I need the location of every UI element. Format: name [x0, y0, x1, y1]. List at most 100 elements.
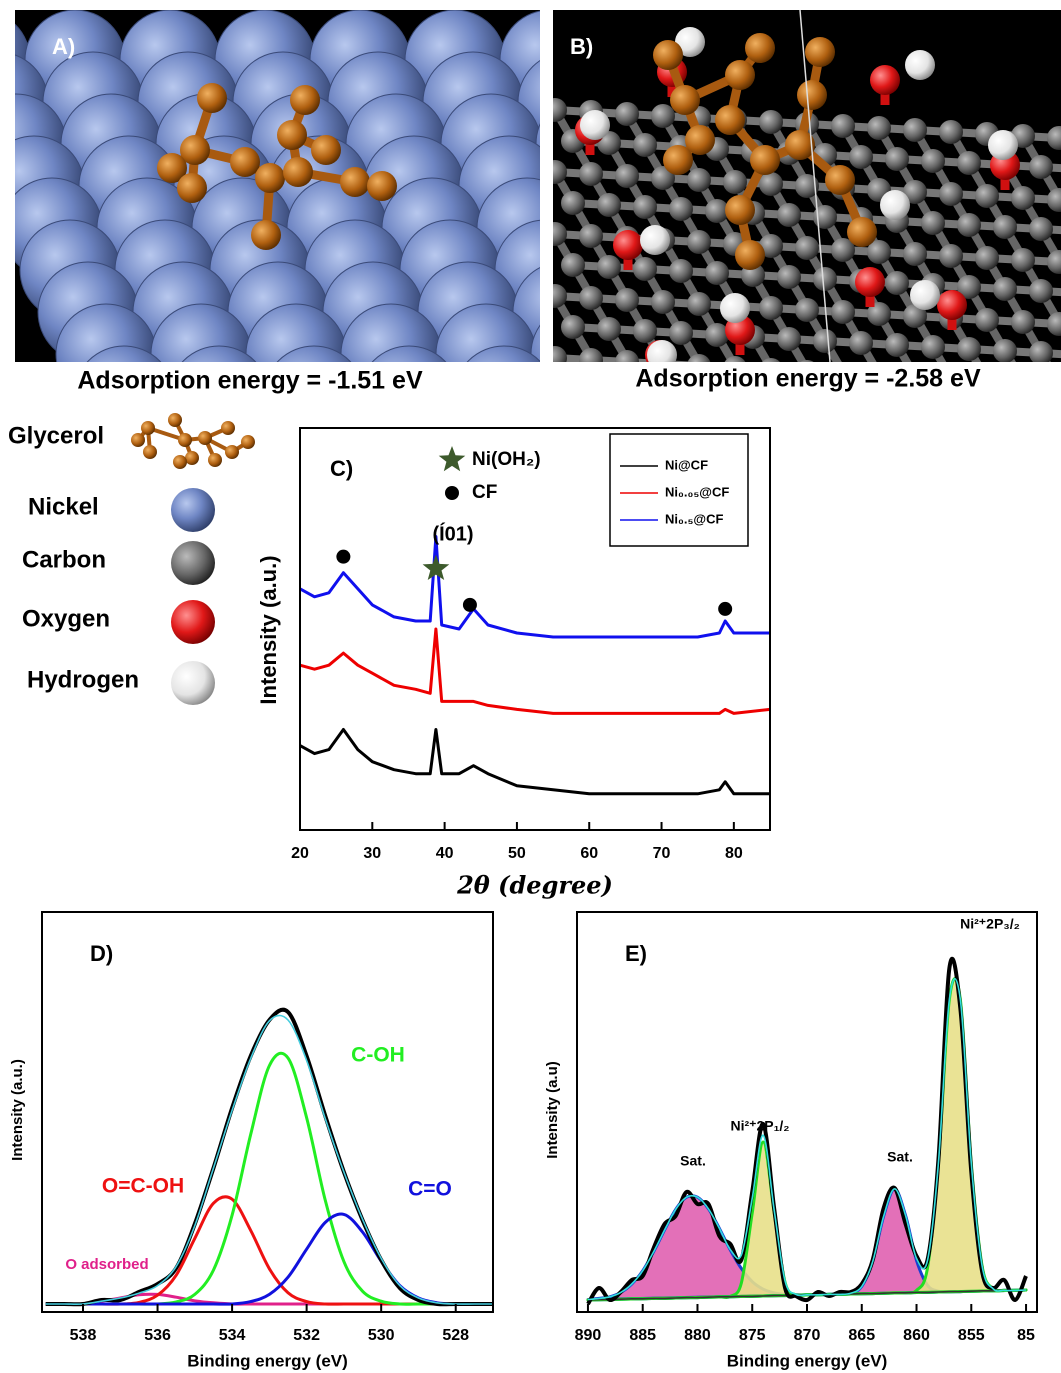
carbon-atom — [921, 211, 945, 235]
carbon-atom — [759, 172, 783, 196]
glycerol-atom — [180, 135, 210, 165]
carbon-atom — [615, 164, 639, 188]
carbon-atom — [553, 222, 567, 246]
glycerol-atom — [141, 421, 155, 435]
x-tick-label: 70 — [653, 845, 671, 862]
legend-label: CF — [472, 482, 497, 503]
carbon-atom — [849, 145, 873, 169]
carbon-atom — [957, 337, 981, 361]
oxygen-atom — [937, 290, 967, 320]
component-label: C=O — [408, 1178, 452, 1201]
carbon-atom — [975, 184, 999, 208]
legend-label: Nickel — [28, 493, 99, 520]
panel-label: A) — [52, 34, 75, 59]
carbon-atom — [597, 193, 621, 217]
plot-frame — [41, 911, 494, 1313]
glycerol-atom — [735, 240, 765, 270]
y-axis-label: Intensity (a.u.) — [256, 555, 281, 704]
glycerol-atom — [251, 220, 281, 250]
nickel-sphere — [171, 488, 215, 532]
glycerol-atom — [241, 435, 255, 449]
x-tick-label: 890 — [575, 1327, 602, 1344]
panel-label: C) — [330, 456, 353, 481]
carbon-atom — [975, 246, 999, 270]
nickel-atom — [181, 345, 257, 362]
carbon-atom — [687, 168, 711, 192]
glycerol-atom — [745, 33, 775, 63]
carbon-atom — [1011, 186, 1035, 210]
carbon-atom — [1047, 374, 1061, 398]
carbon-atom — [813, 205, 837, 229]
carbon-atom — [1047, 126, 1061, 150]
carbon-atom — [867, 240, 891, 264]
component-label: O adsorbed — [65, 1256, 148, 1273]
y-axis-label: Intensity (a.u.) — [9, 1059, 26, 1161]
carbon-atom — [993, 277, 1017, 301]
carbon-atom — [813, 329, 837, 353]
trace-line — [799, 10, 831, 362]
carbon-atom — [553, 284, 567, 308]
component-label: C-OH — [351, 1044, 405, 1067]
carbon-atom — [813, 267, 837, 291]
glycerol-atom — [197, 83, 227, 113]
series-line — [299, 728, 770, 796]
oxygen-atom — [613, 230, 643, 260]
x-tick-label: 855 — [958, 1327, 985, 1344]
carbon-atom — [1047, 250, 1061, 274]
glycerol-atom — [311, 135, 341, 165]
x-tick-label: 80 — [725, 845, 743, 862]
legend-dot — [445, 486, 459, 500]
carbon-atom — [777, 327, 801, 351]
carbon-atom — [795, 174, 819, 198]
glycerol-atom — [805, 37, 835, 67]
oxygen-sphere — [171, 600, 215, 644]
component-label: O=C-OH — [102, 1175, 184, 1198]
x-tick-label: 50 — [508, 845, 526, 862]
carbon-atom — [795, 236, 819, 260]
carbon-sphere — [171, 541, 215, 585]
carbon-atom — [762, 358, 780, 362]
carbon-atom — [885, 333, 909, 357]
glycerol-atom — [685, 125, 715, 155]
peak-star — [422, 554, 450, 580]
glycerol-atom — [198, 431, 212, 445]
glycerol-atom — [230, 147, 260, 177]
glycerol-atom — [290, 85, 320, 115]
x-tick-label: 534 — [219, 1327, 246, 1344]
x-axis-label: Binding energy (eV) — [727, 1351, 888, 1370]
glycerol-atom — [255, 163, 285, 193]
carbon-atom — [831, 238, 855, 262]
carbon-atom — [669, 321, 693, 345]
carbon-atom — [705, 323, 729, 347]
carbon-atom — [1011, 310, 1035, 334]
carbon-atom — [579, 162, 603, 186]
series-line — [299, 535, 770, 639]
x-tick-label: 532 — [293, 1327, 320, 1344]
peak-annotation: (Í01) — [432, 522, 473, 545]
carbon-atom — [561, 191, 585, 215]
nickel-atom — [276, 345, 352, 362]
nickel-atom — [371, 345, 447, 362]
carbon-atom — [795, 298, 819, 322]
carbon-atom — [885, 271, 909, 295]
hydrogen-atom — [988, 130, 1018, 160]
caption: Adsorption energy = -1.51 eV — [77, 367, 423, 395]
carbon-atom — [579, 348, 603, 362]
carbon-atom — [903, 242, 927, 266]
carbon-atom — [1011, 372, 1035, 396]
carbon-atom — [759, 110, 783, 134]
carbon-atom — [669, 259, 693, 283]
carbon-atom — [579, 286, 603, 310]
glycerol-atom — [221, 421, 235, 435]
carbon-atom — [759, 234, 783, 258]
x-tick-label: 528 — [442, 1327, 469, 1344]
x-tick-label: 30 — [363, 845, 381, 862]
glycerol-atom — [173, 455, 187, 469]
series-line — [587, 977, 1027, 1301]
carbon-atom — [777, 265, 801, 289]
carbon-atom — [1029, 217, 1053, 241]
legend-label: Glycerol — [8, 422, 104, 449]
carbon-atom — [669, 197, 693, 221]
nickel-atom — [466, 345, 540, 362]
hydrogen-atom — [580, 110, 610, 140]
